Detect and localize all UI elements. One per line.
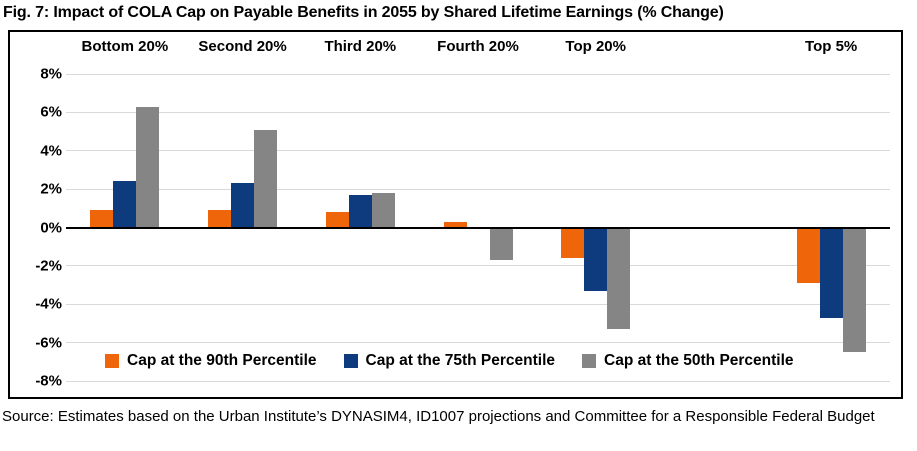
bar	[489, 227, 513, 261]
y-axis-tick-label: 0%	[40, 219, 62, 236]
legend-swatch-icon	[582, 354, 597, 368]
y-axis-tick-label: 6%	[40, 103, 62, 121]
chart-plot-box: Bottom 20% Second 20% Third 20% Fourth 20% T…	[8, 30, 903, 399]
category-label: Third 20%	[324, 38, 397, 55]
bar	[254, 129, 278, 228]
gridline	[66, 150, 890, 152]
legend-item: Cap at the 50th Percentile	[582, 352, 794, 370]
bar	[584, 227, 608, 291]
bar	[113, 181, 137, 228]
bar	[325, 212, 349, 228]
y-axis-tick-label: -8%	[35, 372, 62, 390]
category-label: Fourth 20%	[437, 38, 519, 55]
bar	[842, 227, 866, 353]
bar	[819, 227, 843, 318]
bar	[607, 227, 631, 330]
y-axis-tick-label: 8%	[40, 65, 62, 83]
legend-item: Cap at the 75th Percentile	[343, 352, 556, 370]
gridline	[66, 380, 890, 382]
bar	[371, 192, 395, 228]
category-label: Top 20%	[565, 38, 626, 55]
bar	[90, 210, 114, 228]
legend-label: Cap at the 90th Percentile	[127, 352, 317, 369]
bar	[443, 221, 467, 228]
y-axis-tick-label: -2%	[35, 257, 62, 275]
bar	[561, 227, 585, 259]
category-label: Top 5%	[805, 38, 858, 55]
bar	[208, 210, 232, 228]
x-axis-zero-line	[66, 226, 890, 229]
legend-item: Cap at the 90th Percentile	[105, 352, 317, 370]
category-label: Second 20%	[198, 38, 287, 55]
chart-title: Fig. 7: Impact of COLA Cap on Payable Be…	[3, 4, 724, 21]
legend-label: Cap at the 75th Percentile	[365, 352, 556, 369]
gridline	[66, 265, 890, 267]
legend-swatch-icon	[105, 354, 119, 368]
gridline	[66, 342, 890, 344]
bar	[231, 183, 255, 228]
category-label: Bottom 20%	[81, 38, 169, 55]
gridline	[66, 188, 890, 190]
gridline	[66, 111, 890, 113]
y-axis-tick-label: 2%	[40, 180, 62, 198]
y-axis-tick-label: -6%	[35, 334, 62, 352]
source-note: Source: Estimates based on the Urban Ins…	[2, 408, 875, 425]
legend-swatch-icon	[343, 354, 358, 368]
y-axis-tick-label: -4%	[35, 295, 62, 313]
bar	[136, 106, 160, 228]
bar	[348, 194, 372, 228]
legend: Cap at the 90th Percentile Cap at the 75t…	[105, 352, 794, 370]
gridline	[66, 303, 890, 305]
bar	[796, 227, 820, 284]
gridline	[66, 73, 890, 75]
legend-label: Cap at the 50th Percentile	[604, 352, 794, 369]
y-axis-tick-label: 4%	[40, 142, 62, 160]
